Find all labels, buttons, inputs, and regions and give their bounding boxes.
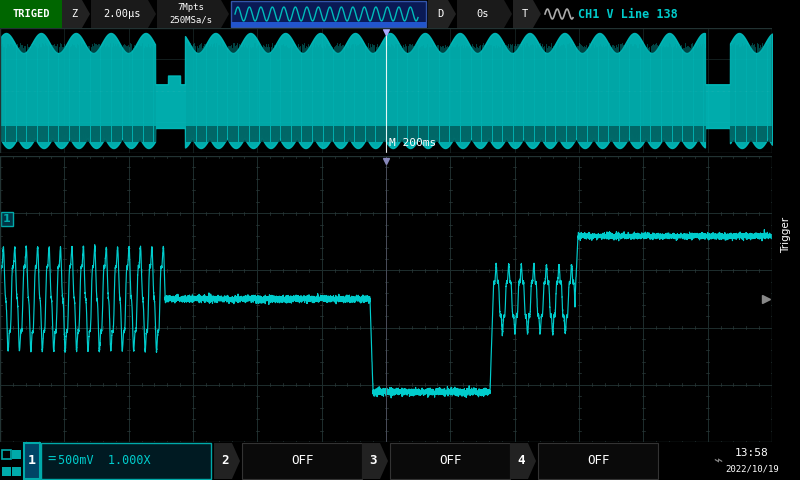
Text: 0s: 0s (476, 9, 489, 19)
Bar (2, 467, 11, 476)
Text: 500mV  1.000X: 500mV 1.000X (58, 455, 150, 468)
Text: Z: Z (71, 9, 77, 19)
Text: 2022/10/19: 2022/10/19 (725, 465, 779, 474)
Polygon shape (457, 0, 512, 28)
Text: 2: 2 (222, 455, 229, 468)
Text: =: = (47, 453, 55, 467)
Bar (2, 450, 11, 459)
Text: 3: 3 (370, 455, 377, 468)
Polygon shape (214, 443, 240, 479)
Text: OFF: OFF (290, 455, 314, 468)
Bar (242, 443, 362, 479)
Polygon shape (513, 0, 541, 28)
Bar (231, 22, 426, 27)
Bar (231, 1, 426, 27)
Bar (538, 443, 658, 479)
Text: Trigger: Trigger (781, 217, 791, 253)
Polygon shape (91, 0, 156, 28)
Text: D: D (437, 9, 443, 19)
Text: CH1 V Line 138: CH1 V Line 138 (578, 8, 678, 21)
Polygon shape (428, 0, 456, 28)
Text: OFF: OFF (438, 455, 462, 468)
Text: 250MSa/s: 250MSa/s (170, 16, 213, 24)
Bar (12, 467, 21, 476)
Text: TRIGED: TRIGED (12, 9, 50, 19)
Bar (12, 450, 21, 459)
Polygon shape (157, 0, 229, 28)
Text: T: T (522, 9, 528, 19)
Text: 1: 1 (3, 214, 11, 224)
Text: 4: 4 (518, 455, 525, 468)
Polygon shape (510, 443, 536, 479)
Text: M 200ms: M 200ms (389, 138, 436, 148)
Text: 2.00µs: 2.00µs (102, 9, 140, 19)
Text: 13:58: 13:58 (735, 448, 769, 457)
Bar (41, 443, 211, 479)
Bar (24, 443, 40, 479)
Polygon shape (62, 0, 90, 28)
Text: 7Mpts: 7Mpts (178, 3, 205, 12)
Bar (0, 0, 62, 28)
Text: 1: 1 (28, 455, 36, 468)
Polygon shape (362, 443, 388, 479)
Text: OFF: OFF (586, 455, 610, 468)
Text: ⌁: ⌁ (714, 454, 722, 468)
Bar (390, 443, 510, 479)
